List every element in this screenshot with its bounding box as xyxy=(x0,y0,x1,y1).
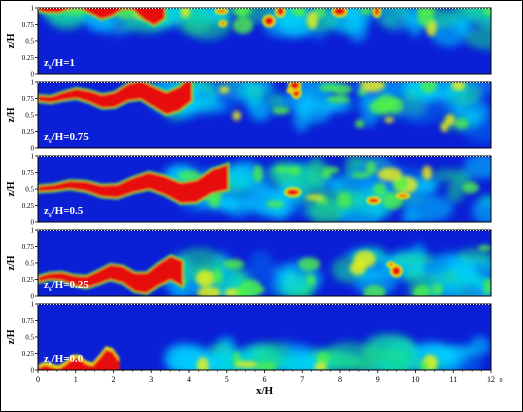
y-tick-label: 0.25 xyxy=(22,276,35,284)
plume-blob xyxy=(366,196,382,205)
y-tick-label: 0 xyxy=(31,367,35,375)
plume-blob xyxy=(386,261,396,268)
plume-blob xyxy=(331,8,348,18)
x-tick-label: 4 xyxy=(187,375,191,384)
concentration-field xyxy=(38,8,491,74)
plume-blob xyxy=(288,82,302,92)
concentration-field xyxy=(38,156,491,222)
panel-5: z/H 0 0.25 0.5 0.75 1 zs/H=0.0 xyxy=(6,301,492,375)
green-patches xyxy=(196,351,438,370)
y-tick-label: 0.5 xyxy=(25,112,34,120)
y-tick-label: 1 xyxy=(31,5,35,13)
y-tick-label: 0.75 xyxy=(22,169,35,177)
x-tick-label: 12 xyxy=(487,375,495,384)
x-tick-label: 3 xyxy=(149,375,153,384)
concentration-field xyxy=(38,304,491,370)
panel-label: zs/H=0.75 xyxy=(44,131,89,145)
y-tick-label: 1 xyxy=(31,153,35,161)
concentration-field xyxy=(38,82,491,148)
y-tick-label: 0.75 xyxy=(22,317,35,325)
plume-blob xyxy=(262,14,276,28)
green-patches xyxy=(178,244,491,296)
x-tick-label: 9 xyxy=(376,375,380,384)
concentration-field xyxy=(38,230,491,296)
green-patches xyxy=(218,82,469,133)
green-patches xyxy=(177,161,479,210)
plume-core xyxy=(38,8,382,28)
plume-body xyxy=(38,82,193,115)
panel-1: z/H 0 0.25 0.5 0.75 1 zs/H=1 xyxy=(6,5,492,79)
plume-body xyxy=(38,255,183,294)
y-tick-label: 0.5 xyxy=(25,260,34,268)
plume-blob xyxy=(274,8,286,18)
plume-core xyxy=(38,162,411,205)
x-tick-label: 10 xyxy=(412,375,420,384)
y-tick-label: 0 xyxy=(31,71,35,79)
y-tick-label: 0.75 xyxy=(22,243,35,251)
y-tick-label: 0 xyxy=(31,145,35,153)
panel-label: zs/H=0.5 xyxy=(44,205,84,219)
x-tick-label: 0 xyxy=(36,375,40,384)
plume-core xyxy=(38,82,302,117)
plume-blob xyxy=(218,20,228,28)
y-tick-label: 0 xyxy=(31,219,35,227)
x-tick-label: 2 xyxy=(112,375,116,384)
y-tick-label: 0.25 xyxy=(22,128,35,136)
y-tick-label: 1 xyxy=(31,227,35,235)
panel-label: zs/H=0.25 xyxy=(44,279,89,293)
plume-core xyxy=(38,346,120,370)
y-tick-label: 0.75 xyxy=(22,21,35,29)
plume-body xyxy=(38,8,165,26)
y-tick-label: 1 xyxy=(31,301,35,309)
x-tick-label: 7 xyxy=(300,375,304,384)
axes-layer: 0 1 2 3 4 5 6 7 8 9 10 11 12x/H0 xyxy=(36,370,503,397)
panel-label: zs/H=0.0 xyxy=(44,353,84,367)
plume-blob xyxy=(389,264,403,278)
y-axis-label: z/H xyxy=(6,255,17,270)
plume-core xyxy=(38,254,403,296)
y-tick-label: 0.5 xyxy=(25,334,34,342)
panel-4: z/H 0 0.25 0.5 0.75 1 zs/H=0.25 xyxy=(6,227,492,301)
plume-blob xyxy=(372,8,382,18)
y-axis-label: z/H xyxy=(6,181,17,196)
y-tick-label: 0 xyxy=(31,293,35,301)
panel-2: z/H 0 0.25 0.5 0.75 1 zs/H=0.75 xyxy=(6,79,492,153)
y-tick-label: 0.5 xyxy=(25,38,34,46)
x-tick-label: 11 xyxy=(449,375,457,384)
y-axis-label: z/H xyxy=(6,107,17,122)
x-tick-label: 8 xyxy=(338,375,342,384)
x-tick-label: 1 xyxy=(74,375,78,384)
panel-label: zs/H=1 xyxy=(44,57,75,71)
panels-layer: z/H 0 0.25 0.5 0.75 1 zs/H=1 z/H 0 0.25 0.5 0.75 1 zs… xyxy=(6,5,492,375)
panel-3: z/H 0 0.25 0.5 0.75 1 zs/H=0.5 xyxy=(6,153,492,227)
y-tick-label: 0.25 xyxy=(22,54,35,62)
x-tick-label: 5 xyxy=(225,375,229,384)
y-tick-label: 0.25 xyxy=(22,350,35,358)
plume-body xyxy=(38,164,229,204)
x-axis-corner-mark: 0 xyxy=(500,378,503,384)
y-tick-label: 0.75 xyxy=(22,95,35,103)
plume-blob xyxy=(395,192,411,200)
y-axis-label: z/H xyxy=(6,329,17,344)
x-axis-label: x/H xyxy=(256,385,274,397)
plume-blob xyxy=(214,8,229,15)
plume-blob xyxy=(284,187,302,198)
y-tick-label: 0.5 xyxy=(25,186,34,194)
y-tick-label: 1 xyxy=(31,79,35,87)
y-tick-label: 0.25 xyxy=(22,202,35,210)
x-tick-label: 6 xyxy=(263,375,267,384)
y-axis-label: z/H xyxy=(6,33,17,48)
plume-body xyxy=(38,349,120,370)
